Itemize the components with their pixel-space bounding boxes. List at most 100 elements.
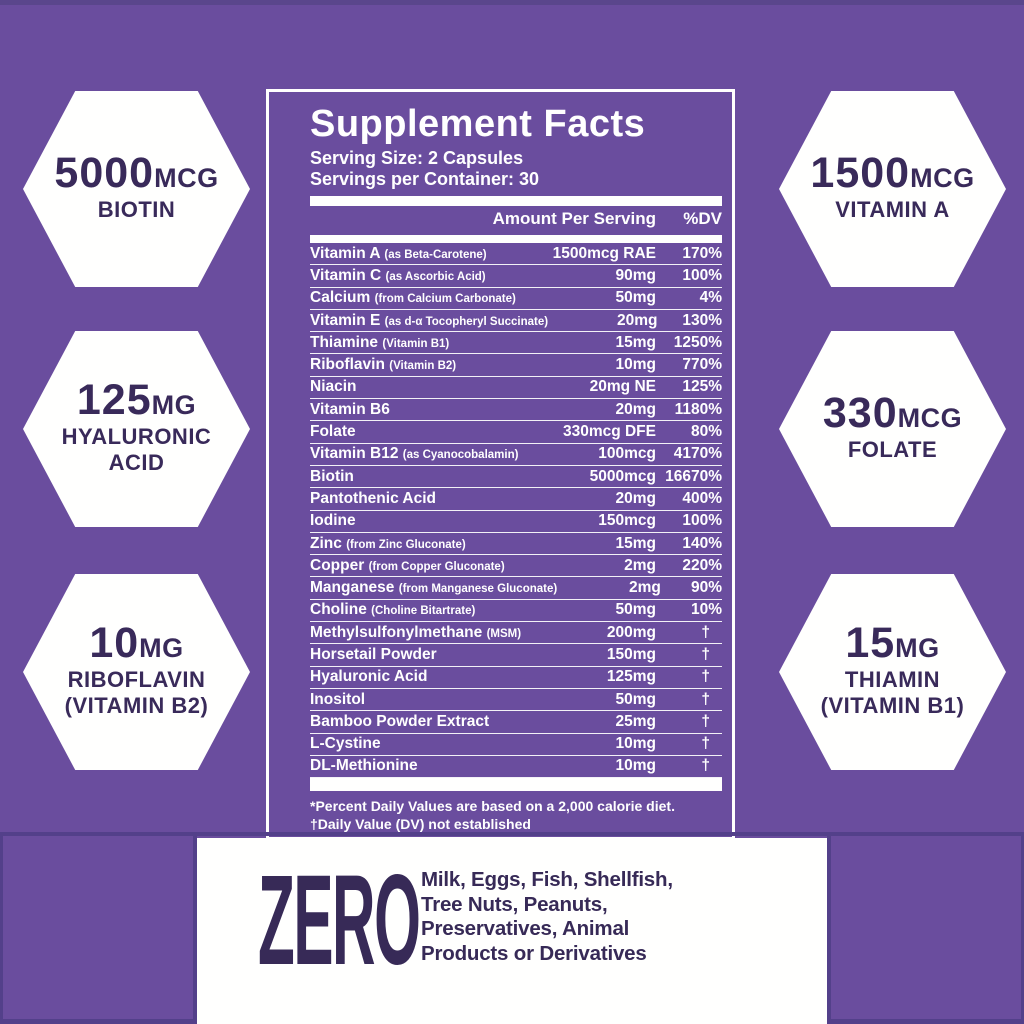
hex-nutrient-name: HYALURONIC ACID bbox=[61, 424, 212, 475]
allergen-panel-left-edge bbox=[193, 832, 197, 1024]
nutrient-dv: 220% bbox=[682, 556, 722, 574]
nutrient-name: Bamboo Powder Extract bbox=[310, 712, 490, 730]
allergen-panel: ZERO Milk, Eggs, Fish, Shellfish, Tree N… bbox=[197, 838, 827, 1024]
nutrient-dv: 770% bbox=[682, 356, 722, 374]
nutrient-dv: † bbox=[701, 668, 710, 686]
nutrient-dv: 10% bbox=[690, 601, 722, 619]
nutrient-dv: 400% bbox=[682, 489, 722, 507]
footnote-dv-not-established: †Daily Value (DV) not established bbox=[310, 815, 531, 832]
nutrient-row: L-Cystine 10mg † bbox=[310, 734, 722, 756]
left-edge-strip bbox=[0, 832, 3, 1024]
nutrient-row: Methylsulfonylmethane (MSM) 200mg † bbox=[310, 622, 722, 645]
nutrient-row: Zinc (from Zinc Gluconate) 15mg 140% bbox=[310, 533, 722, 556]
nutrient-amount: 2mg bbox=[624, 556, 656, 574]
hex-badge-vitamin-a: 1500 MCG VITAMIN A bbox=[779, 91, 1006, 287]
hex-nutrient-name: FOLATE bbox=[847, 437, 938, 462]
nutrient-amount: 10mg bbox=[615, 356, 657, 374]
facts-header-row: Amount Per Serving %DV bbox=[310, 206, 722, 231]
hex-amount: 15 MG bbox=[845, 619, 940, 667]
nutrient-name: Vitamin C bbox=[310, 266, 382, 284]
nutrient-detail: (MSM) bbox=[486, 627, 522, 640]
nutrient-amount: 150mcg bbox=[598, 512, 656, 530]
hex-amount: 125 MG bbox=[76, 376, 197, 424]
divider-bar-thick bbox=[310, 196, 722, 206]
nutrient-dv: 80% bbox=[690, 423, 722, 441]
nutrient-detail: (Vitamin B1) bbox=[382, 337, 450, 350]
header-percent-dv: %DV bbox=[683, 208, 722, 228]
nutrient-row: Riboflavin (Vitamin B2) 10mg 770% bbox=[310, 354, 722, 377]
nutrient-dv: † bbox=[701, 645, 710, 663]
nutrient-amount: 15mg bbox=[615, 333, 657, 351]
nutrient-name: Iodine bbox=[310, 512, 356, 530]
nutrient-amount: 150mg bbox=[606, 645, 656, 663]
nutrient-dv: † bbox=[701, 712, 710, 730]
nutrient-detail: (Choline Bitartrate) bbox=[371, 605, 476, 618]
serving-size: Serving Size: 2 Capsules bbox=[310, 148, 524, 168]
nutrient-name: Vitamin A bbox=[310, 244, 381, 262]
allergen-text: Milk, Eggs, Fish, Shellfish, Tree Nuts, … bbox=[421, 868, 673, 965]
nutrient-amount: 1500mcg RAE bbox=[552, 244, 656, 262]
nutrient-detail: (from Zinc Gluconate) bbox=[346, 538, 466, 551]
nutrient-dv: 4170% bbox=[673, 445, 722, 463]
nutrient-name: Vitamin E bbox=[310, 311, 381, 329]
nutrient-amount: 10mg bbox=[615, 735, 657, 753]
nutrient-dv: 100% bbox=[682, 266, 722, 284]
nutrient-dv: † bbox=[701, 623, 710, 641]
nutrient-name: Riboflavin bbox=[310, 356, 385, 374]
nutrient-amount: 2mg bbox=[629, 579, 661, 597]
nutrient-row: Inositol 50mg † bbox=[310, 689, 722, 712]
nutrient-row: Horsetail Powder 150mg † bbox=[310, 644, 722, 667]
nutrient-amount: 200mg bbox=[606, 623, 656, 641]
nutrient-detail: (as Cyanocobalamin) bbox=[402, 449, 519, 462]
nutrient-row: Bamboo Powder Extract 25mg † bbox=[310, 711, 722, 734]
nutrient-dv: † bbox=[701, 757, 710, 775]
nutrient-name: Copper bbox=[310, 556, 365, 574]
nutrient-detail: (from Copper Gluconate) bbox=[368, 560, 505, 573]
nutrient-amount: 20mg bbox=[615, 489, 657, 507]
footnote-daily-values: *Percent Daily Values are based on a 2,0… bbox=[310, 798, 675, 815]
nutrient-amount: 25mg bbox=[615, 712, 657, 730]
nutrient-row: Copper (from Copper Gluconate) 2mg 220% bbox=[310, 555, 722, 578]
nutrient-amount: 5000mcg bbox=[589, 467, 656, 485]
nutrient-detail: (as d-α Tocopheryl Succinate) bbox=[384, 315, 549, 328]
nutrient-amount: 100mcg bbox=[598, 445, 656, 463]
nutrient-amount: 50mg bbox=[615, 289, 657, 307]
nutrient-row: Hyaluronic Acid 125mg † bbox=[310, 667, 722, 689]
nutrient-row: Pantothenic Acid 20mg 400% bbox=[310, 488, 722, 511]
nutrient-detail: (from Manganese Gluconate) bbox=[398, 583, 558, 596]
right-edge-strip bbox=[1021, 832, 1024, 1024]
nutrient-detail: (as Beta-Carotene) bbox=[384, 248, 487, 261]
allergen-panel-right-edge bbox=[827, 832, 831, 1024]
nutrient-name: DL-Methionine bbox=[310, 757, 418, 775]
nutrient-name: Inositol bbox=[310, 690, 366, 708]
nutrient-row: Niacin 20mg NE 125% bbox=[310, 377, 722, 400]
nutrient-detail: (as Ascorbic Acid) bbox=[385, 270, 486, 283]
hex-amount: 5000 MCG bbox=[54, 149, 219, 197]
nutrient-name: Calcium bbox=[310, 289, 371, 307]
nutrient-dv: 1250% bbox=[673, 333, 722, 351]
nutrient-dv: 130% bbox=[682, 311, 722, 329]
nutrient-amount: 15mg bbox=[615, 534, 657, 552]
nutrient-dv: 140% bbox=[682, 534, 722, 552]
nutrient-dv: 4% bbox=[699, 289, 722, 307]
nutrient-dv: 16670% bbox=[665, 467, 722, 485]
divider-bar-thin bbox=[310, 235, 722, 243]
nutrient-row: Biotin 5000mcg 16670% bbox=[310, 466, 722, 489]
nutrient-row: Vitamin B6 20mg 1180% bbox=[310, 399, 722, 422]
nutrient-name: Manganese bbox=[310, 579, 395, 597]
nutrient-amount: 20mg NE bbox=[589, 378, 656, 396]
nutrient-row: Iodine 150mcg 100% bbox=[310, 511, 722, 533]
supplement-facts-panel: Supplement Facts Serving Size: 2 Capsule… bbox=[266, 89, 735, 840]
nutrient-name: Thiamine bbox=[310, 333, 379, 351]
nutrient-amount: 125mg bbox=[606, 668, 656, 686]
hex-amount: 10 MG bbox=[89, 619, 184, 667]
header-amount-per-serving: Amount Per Serving bbox=[492, 208, 656, 228]
nutrient-name: Folate bbox=[310, 423, 356, 441]
nutrient-row: Calcium (from Calcium Carbonate) 50mg 4% bbox=[310, 288, 722, 310]
divider-bar-bottom bbox=[310, 778, 722, 792]
nutrient-dv: 100% bbox=[682, 512, 722, 530]
hex-badge-thiamin: 15 MG THIAMIN (VITAMIN B1) bbox=[779, 574, 1006, 770]
hex-badge-biotin: 5000 MCG BIOTIN bbox=[23, 91, 250, 287]
servings-per-container: Servings per Container: 30 bbox=[310, 169, 540, 189]
